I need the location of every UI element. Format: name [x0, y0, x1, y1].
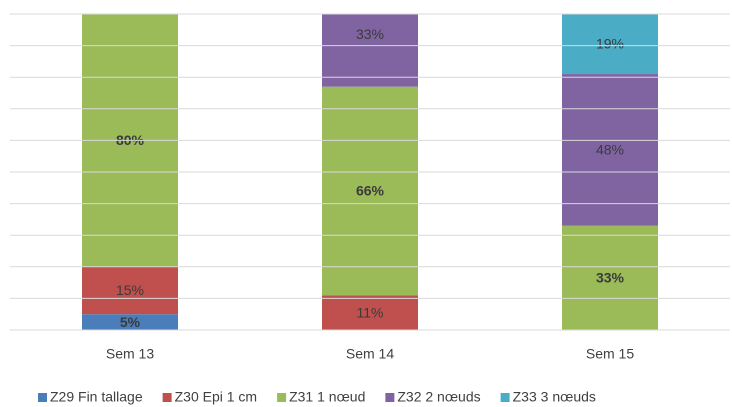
- x-tick-label: Sem 14: [346, 346, 394, 362]
- x-tick-label: Sem 13: [106, 346, 154, 362]
- data-label: 5%: [120, 314, 141, 330]
- data-label: 19%: [596, 36, 624, 52]
- bar-segment: [322, 86, 418, 296]
- legend-label: Z29 Fin tallage: [50, 389, 143, 405]
- bar-segment: [562, 14, 658, 75]
- legend-swatch: [500, 393, 510, 402]
- bar-segment: [322, 295, 418, 330]
- legend-label: Z31 1 nœud: [289, 389, 365, 405]
- data-label: 15%: [116, 282, 144, 298]
- legend-label: Z32 2 nœuds: [397, 389, 480, 405]
- bar-segment: [82, 266, 178, 315]
- bar-segment: [322, 14, 418, 87]
- legend-swatch: [277, 393, 287, 402]
- bar-segment: [562, 225, 658, 330]
- legend-label: Z30 Epi 1 cm: [175, 389, 257, 405]
- plot-area: 5%15%80%11%66%33%33%48%19%: [82, 14, 658, 330]
- data-label: 48%: [596, 142, 624, 158]
- legend-swatch: [385, 393, 395, 402]
- legend-label: Z33 3 nœuds: [513, 389, 596, 405]
- data-label: 33%: [356, 26, 384, 42]
- bar-segment: [82, 314, 178, 330]
- legend-swatch: [162, 393, 172, 402]
- bar-segment: [562, 74, 658, 226]
- data-label: 33%: [596, 270, 625, 286]
- legend-swatch: [38, 393, 47, 402]
- data-label: 11%: [357, 304, 384, 320]
- x-tick-label: Sem 15: [586, 346, 634, 362]
- data-label: 66%: [356, 183, 385, 199]
